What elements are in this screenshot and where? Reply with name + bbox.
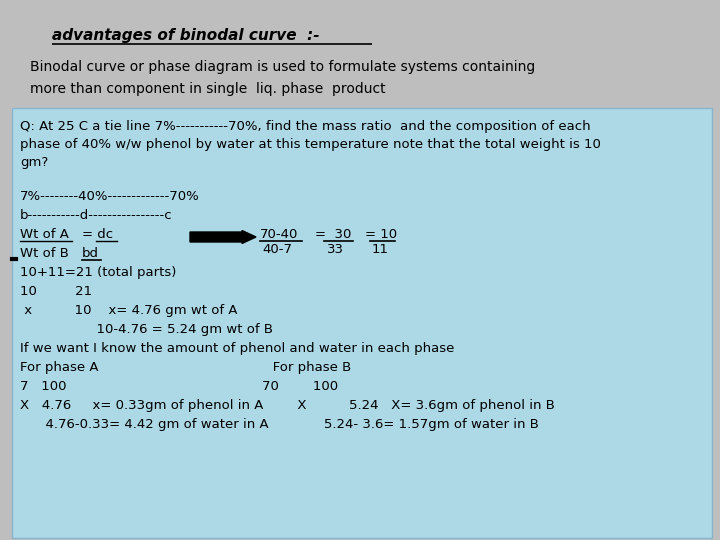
Text: more than component in single  liq. phase  product: more than component in single liq. phase… [30, 82, 386, 96]
Text: phase of 40% w/w phenol by water at this temperature note that the total weight : phase of 40% w/w phenol by water at this… [20, 138, 601, 151]
Text: 10-4.76 = 5.24 gm wt of B: 10-4.76 = 5.24 gm wt of B [20, 323, 273, 336]
Text: Q: At 25 C a tie line 7%-----------70%, find the mass ratio  and the composition: Q: At 25 C a tie line 7%-----------70%, … [20, 120, 590, 133]
Text: Wt of B: Wt of B [20, 247, 69, 260]
Text: Binodal curve or phase diagram is used to formulate systems containing: Binodal curve or phase diagram is used t… [30, 60, 535, 74]
Text: = 10: = 10 [365, 228, 397, 241]
Text: x          10    x= 4.76 gm wt of A: x 10 x= 4.76 gm wt of A [20, 304, 238, 317]
Text: b-----------d----------------c: b-----------d----------------c [20, 209, 173, 222]
Text: advantages of binodal curve  :-: advantages of binodal curve :- [52, 28, 320, 43]
Bar [12, 108, 712, 538]
Text: gm?: gm? [20, 156, 48, 169]
Text: Wt of A: Wt of A [20, 228, 69, 241]
Text: 4.76-0.33= 4.42 gm of water in A             5.24- 3.6= 1.57gm of water in B: 4.76-0.33= 4.42 gm of water in A 5.24- 3… [20, 418, 539, 431]
Text: X   4.76     x= 0.33gm of phenol in A        X          5.24   X= 3.6gm of pheno: X 4.76 x= 0.33gm of phenol in A X 5.24 X… [20, 399, 555, 412]
Text: 40-7: 40-7 [262, 243, 292, 256]
Text: 10+11=21 (total parts): 10+11=21 (total parts) [20, 266, 176, 279]
Text: bd: bd [82, 247, 99, 260]
FancyArrow shape [190, 231, 256, 244]
Text: 10         21: 10 21 [20, 285, 92, 298]
Text: = dc: = dc [82, 228, 113, 241]
Text: =  30: = 30 [315, 228, 351, 241]
Text: 7%--------40%-------------70%: 7%--------40%-------------70% [20, 190, 199, 203]
Text: If we want I know the amount of phenol and water in each phase: If we want I know the amount of phenol a… [20, 342, 454, 355]
Text: 7   100                                              70        100: 7 100 70 100 [20, 380, 338, 393]
Text: 33: 33 [327, 243, 344, 256]
Text: For phase A                                         For phase B: For phase A For phase B [20, 361, 351, 374]
Text: 11: 11 [372, 243, 389, 256]
Text: 70-40: 70-40 [260, 228, 298, 241]
